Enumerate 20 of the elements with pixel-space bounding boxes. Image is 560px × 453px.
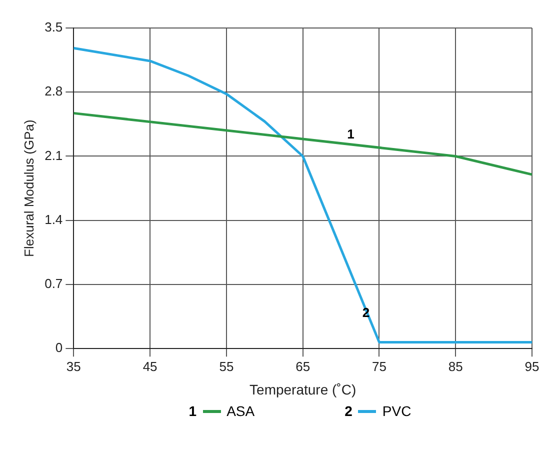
y-tick-label: 3.5: [44, 20, 63, 35]
x-axis-title: Temperature (˚C): [250, 381, 356, 398]
x-tick-label: 45: [142, 358, 158, 374]
x-tick-label: 85: [448, 358, 463, 374]
x-tick-label: 65: [296, 358, 310, 374]
annotation: 1: [347, 126, 354, 142]
y-tick-label: 2.1: [44, 148, 63, 163]
x-tick-label: 55: [219, 358, 234, 374]
x-tick-label: 75: [372, 358, 386, 374]
y-tick-label: 0.7: [44, 276, 63, 292]
y-tick-label: 1.4: [44, 212, 63, 227]
text: 2: [344, 403, 352, 419]
y-tick-label: 0: [55, 340, 63, 356]
y-axis-title: Flexural Modulus (GPa): [21, 120, 36, 257]
x-tick-label: 35: [66, 358, 81, 374]
text: 1: [188, 403, 197, 419]
x-tick-label: 95: [524, 358, 540, 374]
legend-label: ASA: [226, 403, 255, 419]
legend-label: PVC: [382, 403, 412, 419]
y-tick-label: 2.8: [44, 84, 63, 99]
